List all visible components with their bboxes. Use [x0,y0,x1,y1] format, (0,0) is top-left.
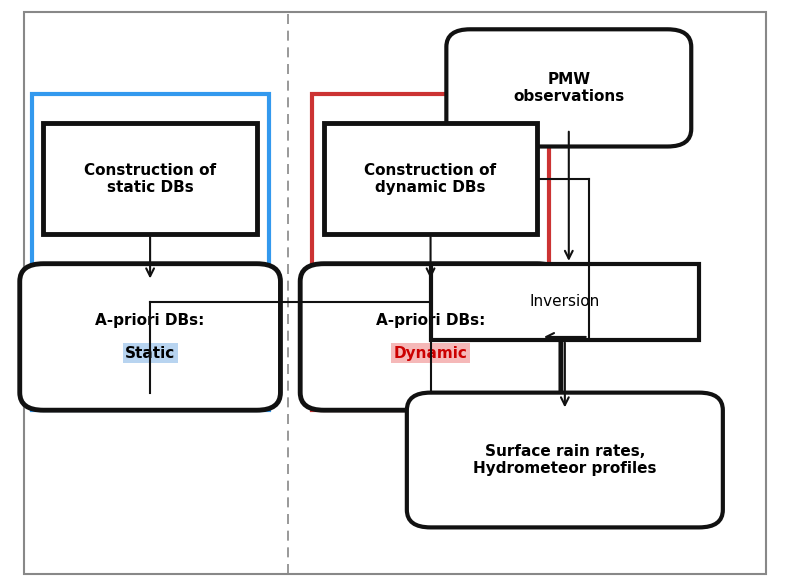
FancyBboxPatch shape [43,123,257,234]
Text: Construction of
static DBs: Construction of static DBs [84,162,216,195]
Text: PMW
observations: PMW observations [514,71,624,104]
Text: Surface rain rates,
Hydrometeor profiles: Surface rain rates, Hydrometeor profiles [473,444,656,476]
FancyBboxPatch shape [20,264,280,410]
Text: Inversion: Inversion [530,294,600,309]
Text: Dynamic: Dynamic [393,346,468,360]
FancyBboxPatch shape [300,264,561,410]
FancyBboxPatch shape [431,264,699,340]
Text: A-priori DBs:: A-priori DBs: [376,314,485,328]
Text: Construction of
dynamic DBs: Construction of dynamic DBs [364,162,497,195]
FancyBboxPatch shape [324,123,537,234]
FancyBboxPatch shape [446,29,691,146]
Text: A-priori DBs:: A-priori DBs: [96,314,205,328]
FancyBboxPatch shape [407,393,723,527]
Text: Static: Static [125,346,175,360]
FancyBboxPatch shape [24,12,766,574]
